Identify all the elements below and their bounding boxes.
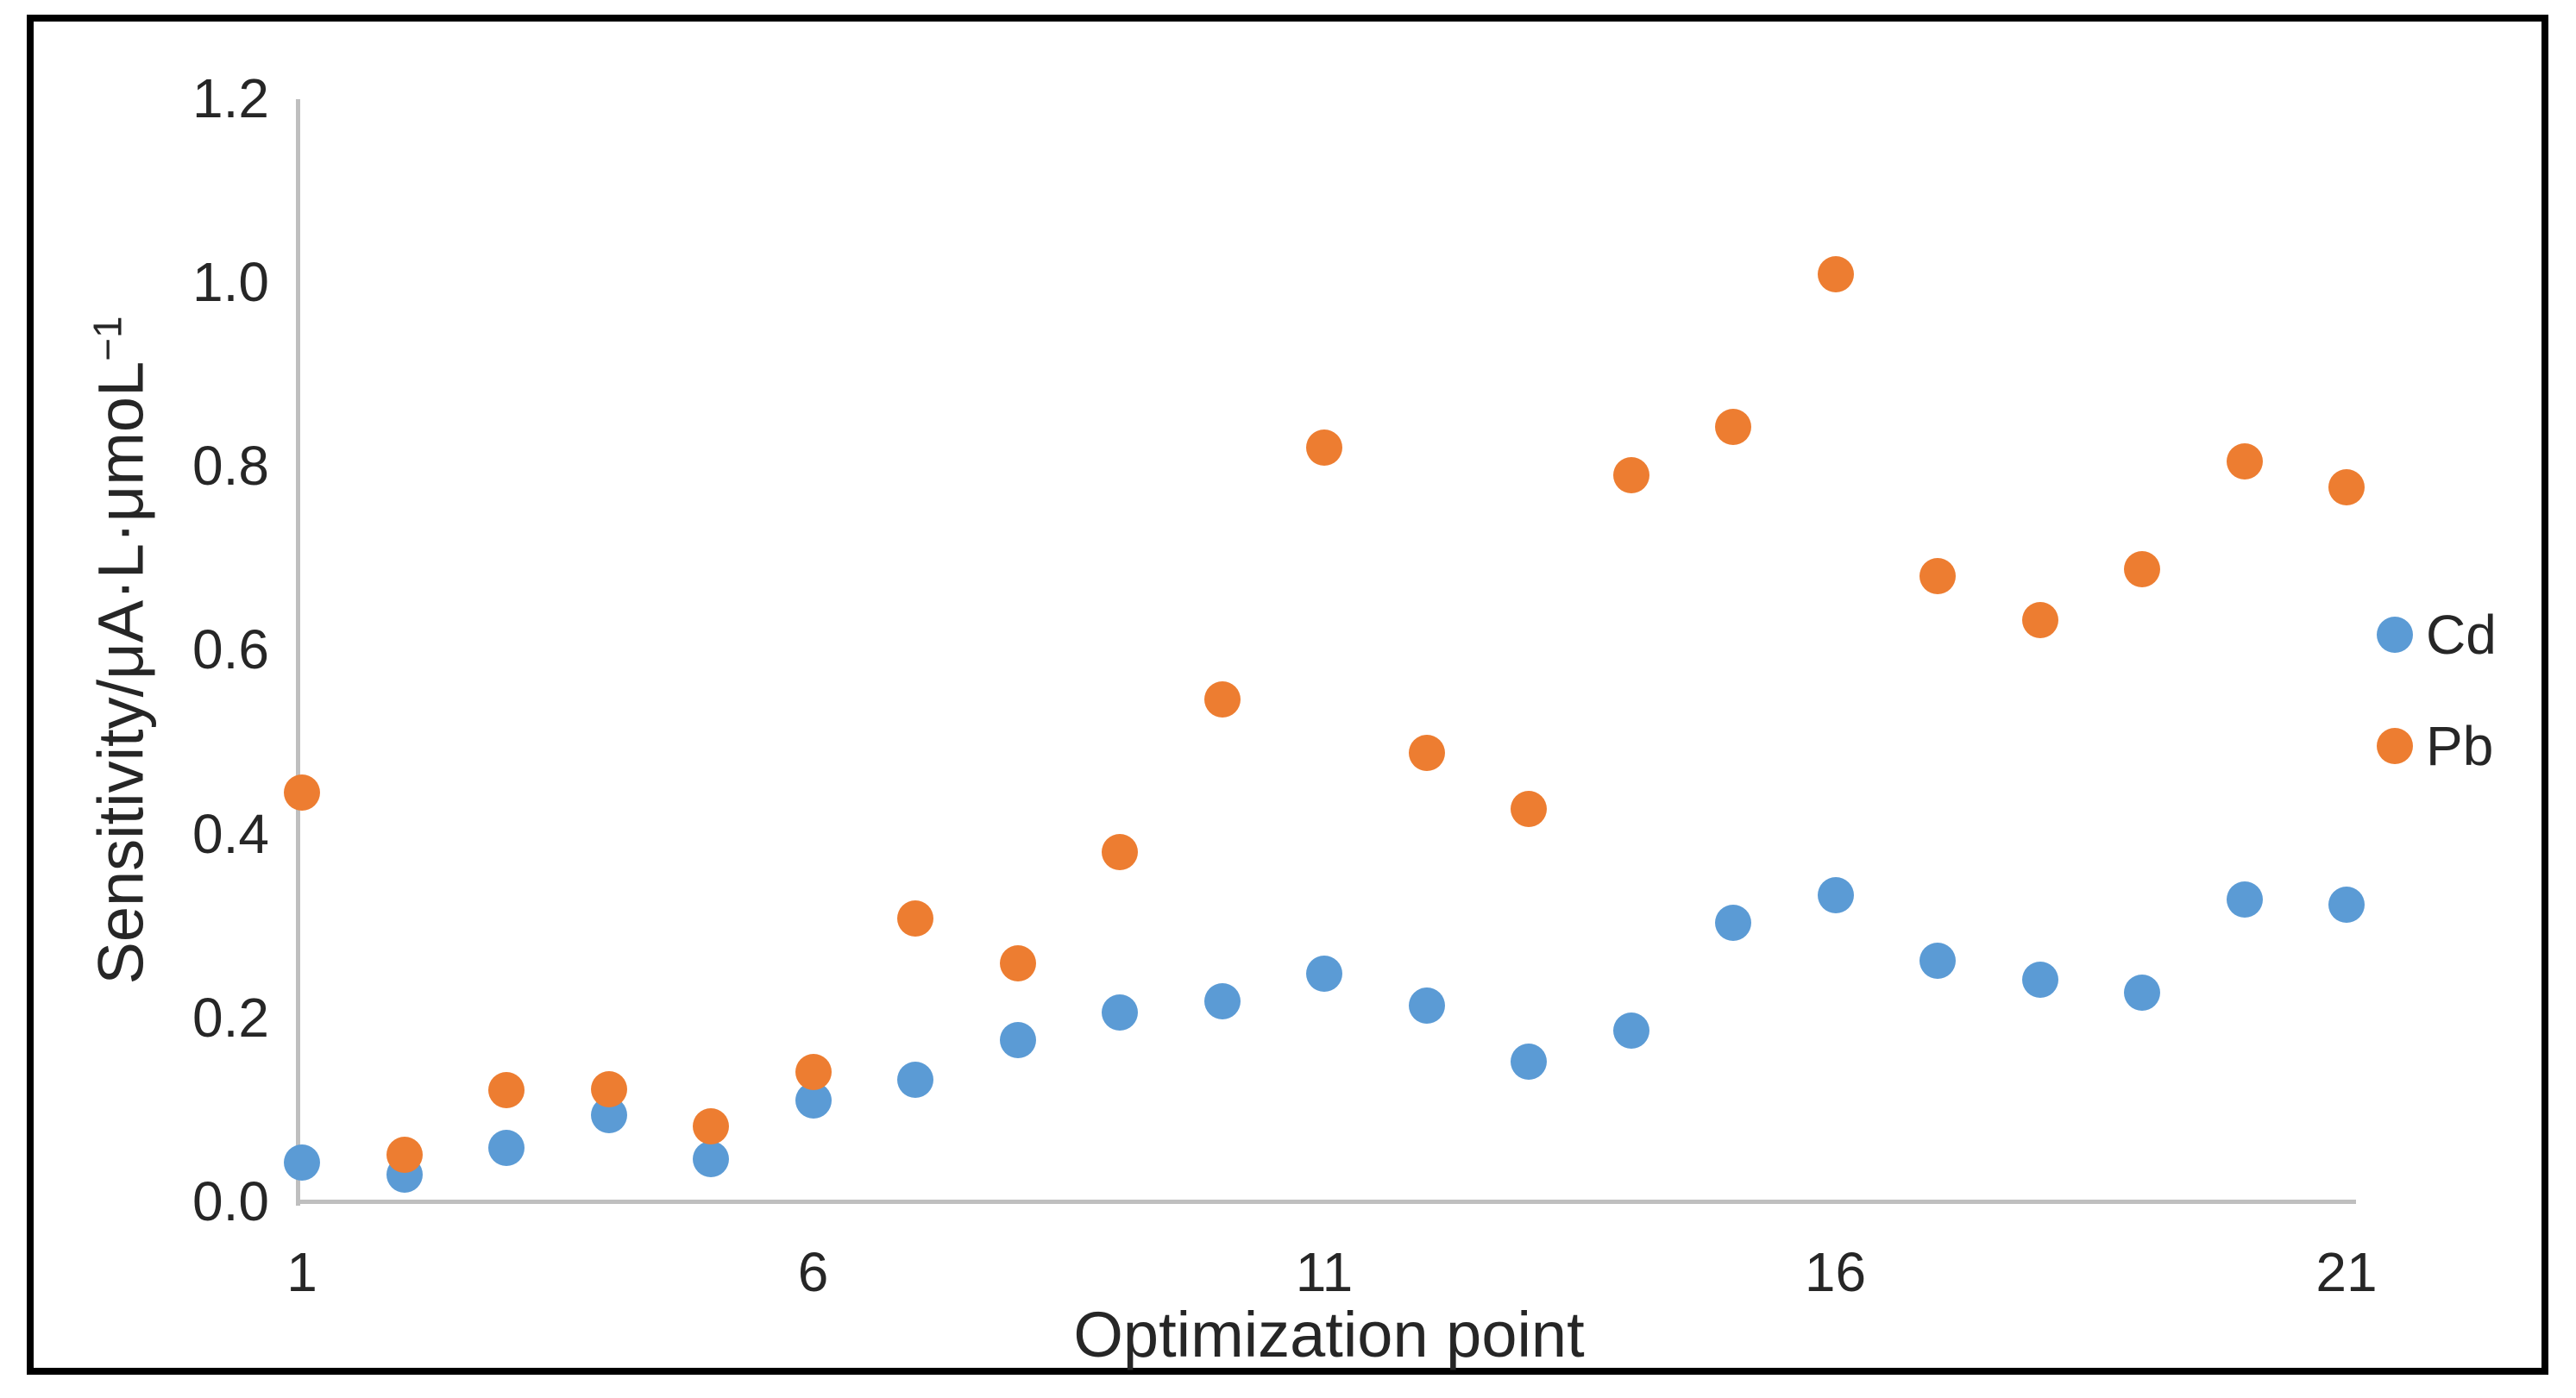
y-tick-label: 0.0 <box>192 1170 269 1232</box>
data-point-pb <box>897 900 933 937</box>
data-point-cd <box>693 1140 729 1177</box>
data-point-pb <box>1919 558 1956 595</box>
data-point-pb <box>1511 790 1547 827</box>
data-point-pb <box>1203 680 1241 718</box>
y-axis-title-text: Sensitivity/μA·L·μmoL <box>85 360 157 985</box>
data-point-pb <box>1715 409 1751 446</box>
data-point-cd <box>284 1144 320 1182</box>
legend-label-pb: Pb <box>2426 715 2494 777</box>
x-axis-title: Optimization point <box>1073 1299 1585 1370</box>
data-point-pb <box>2328 468 2365 505</box>
y-tick-label: 0.4 <box>192 802 269 865</box>
data-point-pb <box>1817 256 1854 293</box>
data-point-pb <box>488 1072 525 1108</box>
data-point-cd <box>999 1022 1036 1059</box>
data-point-pb <box>1408 734 1445 771</box>
data-point-cd <box>2124 975 2160 1012</box>
data-point-cd <box>1408 987 1445 1024</box>
data-point-pb <box>284 774 320 811</box>
y-tick-label: 0.2 <box>192 986 269 1049</box>
data-point-cd <box>1102 994 1138 1031</box>
data-point-pb <box>1102 833 1138 870</box>
data-point-cd <box>488 1130 525 1167</box>
data-point-cd <box>1817 877 1854 914</box>
y-tick-label: 0.6 <box>192 618 269 681</box>
data-point-cd <box>1306 955 1342 992</box>
data-point-cd <box>1919 942 1956 979</box>
data-point-pb <box>386 1136 423 1173</box>
data-point-pb <box>2124 550 2160 587</box>
x-tick-label: 16 <box>1804 1241 1867 1303</box>
data-point-pb <box>999 944 1036 981</box>
y-tick-label: 1.2 <box>192 66 269 129</box>
y-axis-title-superscript: −1 <box>85 316 130 361</box>
data-point-pb <box>693 1107 729 1144</box>
data-point-pb <box>1306 429 1342 466</box>
y-axis-line <box>296 99 300 1206</box>
x-axis-line <box>296 1200 2356 1204</box>
data-point-pb <box>2226 442 2263 480</box>
data-point-cd <box>1612 1012 1649 1049</box>
data-point-cd <box>1203 982 1241 1019</box>
y-tick-label: 0.8 <box>192 435 269 498</box>
data-point-cd <box>897 1062 933 1099</box>
data-point-pb <box>2021 602 2058 639</box>
data-point-pb <box>795 1053 832 1090</box>
data-point-cd <box>2021 962 2058 999</box>
x-tick-label: 21 <box>2315 1241 2378 1303</box>
data-point-pb <box>1612 456 1649 493</box>
data-point-cd <box>1511 1043 1547 1080</box>
data-point-pb <box>590 1070 627 1107</box>
data-point-cd <box>1715 905 1751 941</box>
legend-marker-cd <box>2377 617 2413 653</box>
y-axis-title: Sensitivity/μA·L·μmoL−1 <box>84 316 157 984</box>
x-tick-label: 11 <box>1295 1241 1354 1303</box>
x-tick-label: 6 <box>797 1241 829 1303</box>
legend-label-cd: Cd <box>2426 604 2497 666</box>
chart-frame <box>27 15 2548 1375</box>
legend-marker-pb <box>2377 728 2413 764</box>
x-tick-label: 1 <box>286 1241 317 1303</box>
data-point-cd <box>2328 886 2365 923</box>
data-point-cd <box>2226 881 2263 918</box>
y-tick-label: 1.0 <box>192 251 269 313</box>
